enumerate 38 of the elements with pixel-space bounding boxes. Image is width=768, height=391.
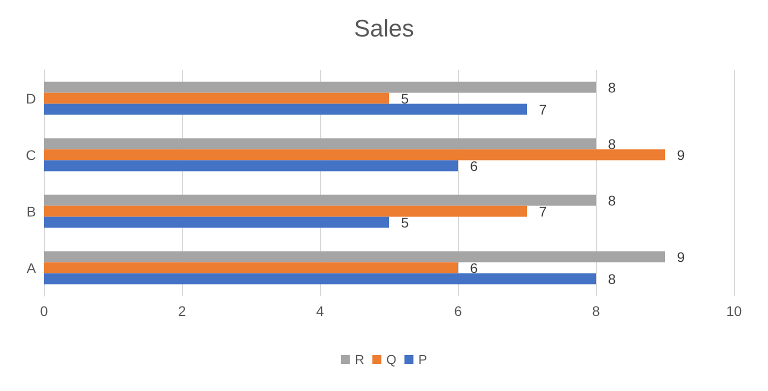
data-label: 6 xyxy=(470,260,478,276)
data-label: 6 xyxy=(470,158,478,174)
data-label: 9 xyxy=(677,146,685,163)
bar xyxy=(44,149,665,160)
y-tick-label: D xyxy=(26,90,36,106)
x-tick-label: 4 xyxy=(316,303,324,319)
y-tick-label: A xyxy=(26,260,37,276)
x-tick-label: 0 xyxy=(40,303,48,319)
chart-title: Sales xyxy=(354,16,414,42)
x-tick-label: 2 xyxy=(178,303,186,319)
legend-label: R xyxy=(354,352,364,367)
bar xyxy=(44,251,665,262)
data-label: 9 xyxy=(677,248,685,265)
data-label: 7 xyxy=(539,203,547,220)
bar xyxy=(44,82,596,93)
bar xyxy=(44,104,527,115)
data-label: 5 xyxy=(401,214,409,230)
bar xyxy=(44,194,596,206)
data-label: 8 xyxy=(608,79,616,96)
bar xyxy=(44,92,389,104)
y-tick-label: B xyxy=(26,203,36,220)
x-tick-label: 8 xyxy=(592,303,600,319)
bar xyxy=(44,216,389,228)
x-tick-label: 6 xyxy=(454,303,462,319)
bar xyxy=(44,160,458,172)
data-label: 8 xyxy=(608,270,616,287)
bar xyxy=(44,138,596,150)
data-label: 8 xyxy=(608,136,616,152)
bar xyxy=(44,262,458,274)
x-tick-label: 10 xyxy=(726,303,742,319)
data-label: 5 xyxy=(401,90,409,106)
data-label: 8 xyxy=(608,192,616,208)
legend-label: Q xyxy=(386,352,396,367)
legend-label: P xyxy=(418,352,428,367)
y-tick-label: C xyxy=(26,146,36,163)
data-label: 7 xyxy=(539,101,547,118)
bar xyxy=(44,273,596,284)
bar xyxy=(44,206,527,217)
